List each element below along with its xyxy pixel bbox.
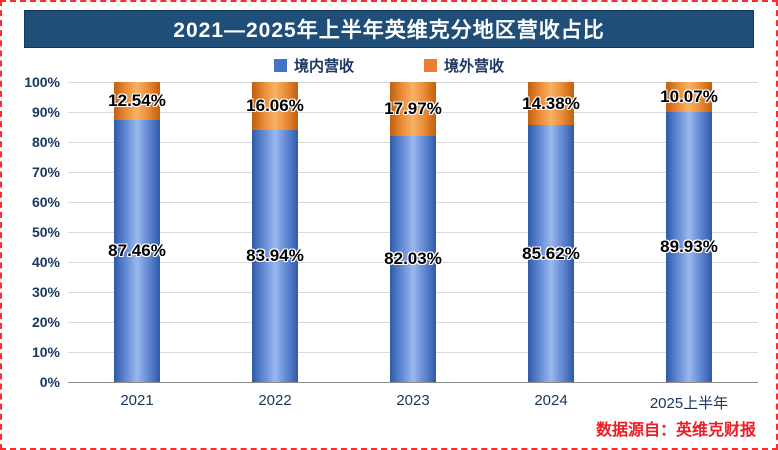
bar-2022: 83.94% 16.06% [246, 82, 304, 382]
value-label-domestic: 85.62% [522, 243, 580, 263]
bar-segment-domestic [252, 130, 298, 382]
bar-segment-overseas [114, 82, 160, 120]
x-axis-label: 2021 [120, 392, 154, 409]
bar-2021: 87.46% 12.54% [108, 82, 166, 382]
bar-segment-overseas [666, 82, 712, 113]
legend: 境内营收 境外营收 [2, 55, 776, 76]
y-axis-tick-label: 50% [31, 224, 60, 240]
value-label-overseas: 10.07% [660, 87, 718, 107]
value-label-overseas: 17.97% [384, 98, 442, 118]
y-axis-tick-label: 90% [31, 104, 60, 120]
value-label-overseas: 14.38% [522, 93, 580, 113]
y-axis-tick-label: 80% [31, 134, 60, 150]
legend-label-overseas: 境外营收 [444, 58, 505, 75]
x-axis-label: 2024 [534, 392, 568, 409]
bar-segment-domestic [114, 119, 160, 382]
y-axis-tick-label: 40% [31, 254, 60, 270]
value-label-domestic: 83.94% [246, 246, 304, 266]
chart-title: 2021—2025年上半年英维克分地区营收占比 [173, 19, 605, 42]
legend-item-overseas: 境外营收 [424, 55, 504, 76]
bar-segment-domestic [666, 112, 712, 382]
y-axis-tick-label: 0% [39, 374, 60, 390]
legend-swatch-domestic [273, 59, 287, 72]
x-axis-label: 2022 [258, 392, 292, 409]
legend-label-domestic: 境内营收 [293, 58, 354, 75]
bar-segment-overseas [252, 82, 298, 131]
y-axis-tick-label: 10% [31, 344, 60, 360]
y-axis-tick-label: 70% [31, 164, 60, 180]
bar-2023: 82.03% 17.97% [384, 82, 442, 382]
bar-segment-overseas [528, 82, 574, 126]
value-label-overseas: 12.54% [108, 90, 166, 110]
bar-2024: 85.62% 14.38% [522, 82, 580, 382]
y-axis-tick-label: 60% [31, 194, 60, 210]
value-label-domestic: 89.93% [660, 237, 718, 257]
value-label-domestic: 87.46% [108, 240, 166, 260]
legend-swatch-overseas [424, 59, 437, 72]
source-note: 数据源自：英维克财报 [595, 422, 756, 439]
legend-item-domestic: 境内营收 [273, 55, 354, 76]
bar-segment-domestic [390, 135, 436, 382]
plot-area: 0% 10% 20% 30% 40% 50% 60% 70% 80% 90% 100% 87.46% 1… [24, 74, 758, 412]
chart-title-bar: 2021—2025年上半年英维克分地区营收占比 [24, 10, 754, 48]
bar-segment-domestic [528, 125, 574, 382]
bar-2025上半年: 89.93% 10.07% [660, 82, 718, 382]
x-axis-label: 2023 [396, 392, 430, 409]
bar-segment-overseas [390, 82, 436, 136]
x-axis-label: 2025上半年 [649, 395, 729, 412]
y-axis-tick-label: 20% [31, 314, 60, 330]
value-label-domestic: 82.03% [384, 248, 442, 268]
y-axis-tick-label: 100% [24, 74, 60, 90]
value-label-overseas: 16.06% [246, 96, 304, 116]
y-axis-tick-label: 30% [31, 284, 60, 300]
